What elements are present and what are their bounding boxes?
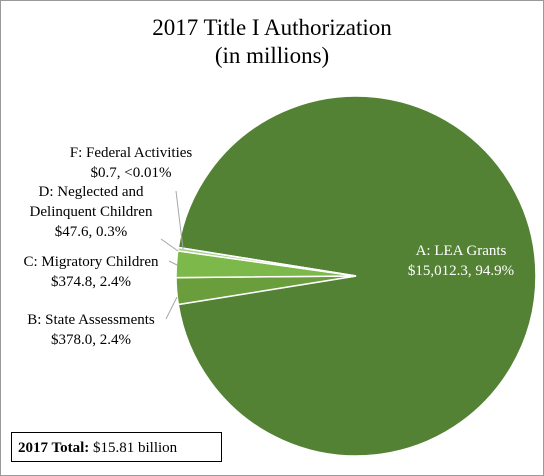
value-label: $374.8, 2.4% [51,274,131,290]
value-label: $15,012.3, 94.9% [407,263,515,279]
total-label: 2017 Total: [18,440,90,456]
slice-label: F: Federal Activities $0.7, <0.01% [51,143,211,183]
leader-line [168,260,178,266]
slice-label: C: Migratory Children $374.8, 2.4% [6,252,176,292]
pie-slice [177,95,537,457]
category-label: A: LEA Grants [415,243,507,259]
chart-subtitle: (in millions) [214,43,330,68]
leader-line [165,296,178,320]
leader-line [175,190,184,250]
total-box: 2017 Total: $15.81 billion [11,432,222,462]
category-label: C: Migratory Children [23,254,159,270]
slice-label: A: LEA Grants $15,012.3, 94.9% [381,241,541,281]
category-label: F: Federal Activities [69,145,193,161]
category-label: B: State Assessments [27,312,155,328]
leader-line [160,238,179,252]
chart-title: 2017 Title I Authorization [152,15,392,40]
category-label: D: Neglected and Delinquent Children [29,184,153,220]
value-label: $378.0, 2.4% [51,332,131,348]
slice-label: D: Neglected and Delinquent Children $47.… [11,182,171,242]
value-label: $47.6, 0.3% [54,224,128,240]
total-value: $15.81 billion [93,440,178,456]
pie-slice [177,246,357,277]
slice-label: B: State Assessments $378.0, 2.4% [6,310,176,350]
value-label: $0.7, <0.01% [90,165,172,181]
